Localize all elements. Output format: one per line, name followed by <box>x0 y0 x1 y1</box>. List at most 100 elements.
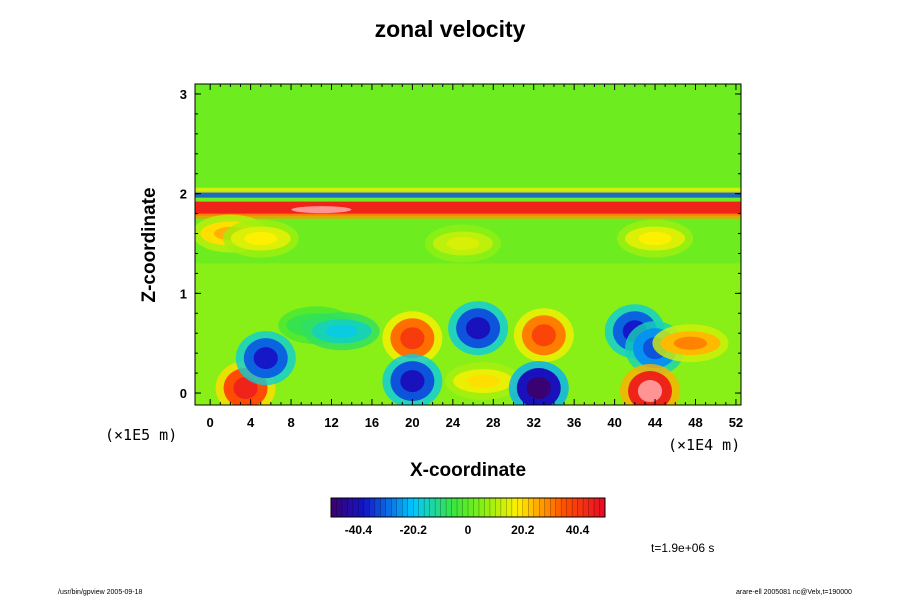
colorbar-cell <box>418 498 425 517</box>
colorbar-cell <box>511 498 518 517</box>
colorbar-cell <box>457 498 464 517</box>
x-tick-label-3: 12 <box>324 415 338 430</box>
colorbar-cell <box>533 498 540 517</box>
colorbar-cell <box>462 498 469 517</box>
colorbar-cell <box>555 498 562 517</box>
field-feature-core-16 <box>446 236 480 251</box>
colorbar-cell <box>517 498 524 517</box>
colorbar-cell <box>374 498 381 517</box>
x-scale-note: (×1E4 m) <box>668 436 741 454</box>
colorbar-cell <box>407 498 414 517</box>
x-tick-label-6: 24 <box>446 415 461 430</box>
colorbar-tick-label-1: -20.2 <box>400 523 428 537</box>
colorbar-cell <box>478 498 485 517</box>
colorbar-cell <box>468 498 474 517</box>
colorbar-cell <box>385 498 392 517</box>
jet-flank-band <box>195 191 741 198</box>
colorbar-cell <box>413 498 420 517</box>
chart-title: zonal velocity <box>374 16 526 42</box>
colorbar-cell <box>572 498 579 517</box>
time-label: t=1.9e+06 s <box>651 541 715 555</box>
colorbar-cell <box>522 498 529 517</box>
colorbar-tick-label-0: -40.4 <box>345 523 373 537</box>
y-tick-label-0: 0 <box>180 386 187 401</box>
colorbar-cell <box>594 498 601 517</box>
colorbar-cell <box>352 498 359 517</box>
colorbar-cell <box>528 498 535 517</box>
x-tick-label-0: 0 <box>207 415 214 430</box>
colorbar-cell <box>336 498 343 517</box>
heatmap-field <box>195 84 741 405</box>
colorbar-cell <box>544 498 551 517</box>
jet-band <box>195 201 741 216</box>
colorbar-cell <box>500 498 507 517</box>
colorbar-cell <box>539 498 546 517</box>
footer-left: /usr/bin/gpview 2005-09-18 <box>58 589 143 596</box>
y-tick-label-1: 1 <box>180 286 187 301</box>
colorbar-cell <box>583 498 590 517</box>
field-feature-core-6 <box>466 317 491 340</box>
field-feature-core-3 <box>325 324 359 338</box>
colorbar-cell <box>424 498 431 517</box>
field-feature-core-17 <box>638 231 672 246</box>
field-feature-core-9 <box>526 377 551 400</box>
x-tick-label-4: 16 <box>365 415 379 430</box>
colorbar-frame <box>330 497 606 518</box>
field-feature-core-12 <box>637 380 663 403</box>
colorbar-cell <box>599 498 606 517</box>
colorbar-cell <box>440 498 447 517</box>
field-feature-core-7 <box>466 374 500 388</box>
y-tick-label-2: 2 <box>180 187 187 202</box>
colorbar-cell <box>391 498 398 517</box>
jet-core <box>291 206 352 214</box>
jet-upper-band <box>195 187 741 193</box>
colorbar-cell <box>489 498 496 517</box>
x-tick-label-12: 48 <box>688 415 702 430</box>
colorbar-cell <box>451 498 458 517</box>
field-feature-core-13 <box>673 336 707 350</box>
x-tick-label-11: 44 <box>648 415 663 430</box>
colorbar-cell <box>396 498 403 517</box>
field-feature-core-4 <box>400 327 425 350</box>
colorbar-tick-label-4: 40.4 <box>566 523 590 537</box>
colorbar-cell <box>363 498 370 517</box>
jet-lower-edge <box>195 213 741 219</box>
colorbar-cell <box>577 498 584 517</box>
colorbar-cell <box>435 498 442 517</box>
field-feature-core-5 <box>400 370 425 393</box>
x-tick-label-9: 36 <box>567 415 581 430</box>
colorbar-tick-label-3: 20.2 <box>511 523 535 537</box>
y-scale-note: (×1E5 m) <box>105 426 178 444</box>
field-feature-core-1 <box>253 347 278 370</box>
colorbar-cell <box>358 498 365 517</box>
colorbar-tick-label-2: 0 <box>465 523 472 537</box>
colorbar: -40.4 -20.2 0 20.2 40.4 <box>330 497 606 537</box>
field-feature-core-0 <box>233 377 258 400</box>
colorbar-cell <box>369 498 376 517</box>
colorbar-cell <box>550 498 557 517</box>
colorbar-cell <box>484 498 491 517</box>
footer-right: arare-ell 2005081 nc@Velx,t=190000 <box>736 589 852 596</box>
field-feature-core-15 <box>244 231 278 246</box>
x-tick-label-8: 32 <box>526 415 540 430</box>
colorbar-cell <box>347 498 354 517</box>
y-tick-label-3: 3 <box>180 87 187 102</box>
x-tick-label-1: 4 <box>247 415 255 430</box>
colorbar-cell <box>561 498 568 517</box>
x-tick-label-5: 20 <box>405 415 419 430</box>
colorbar-cell <box>495 498 502 517</box>
colorbar-cell <box>566 498 573 517</box>
colorbar-cell <box>380 498 387 517</box>
colorbar-cell <box>341 498 348 517</box>
colorbar-cell <box>506 498 513 517</box>
x-tick-label-7: 28 <box>486 415 500 430</box>
x-tick-label-2: 8 <box>287 415 294 430</box>
x-axis-label: X-coordinate <box>409 460 527 481</box>
field-feature-core-8 <box>531 324 556 347</box>
colorbar-cell <box>473 498 480 517</box>
colorbar-cell <box>429 498 436 517</box>
colorbar-cell <box>402 498 409 517</box>
x-tick-label-10: 40 <box>607 415 621 430</box>
